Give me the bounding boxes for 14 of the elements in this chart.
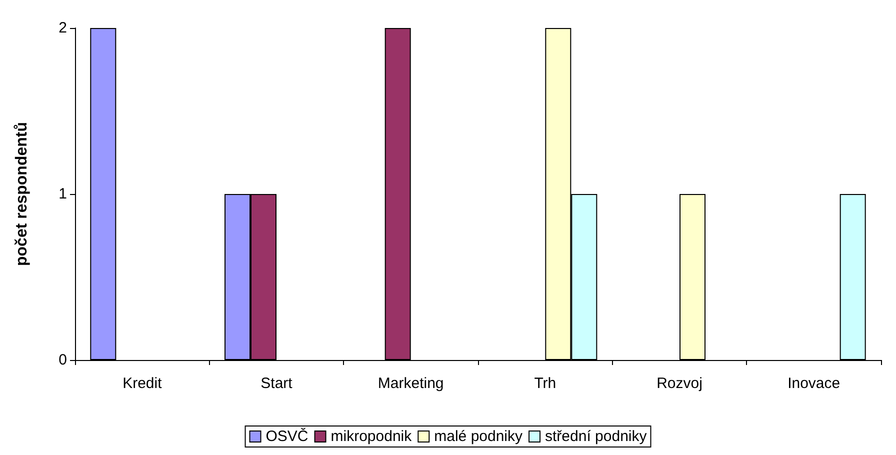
x-tick-label: Rozvoj [656, 375, 702, 392]
legend-label: střední podniky [545, 428, 648, 445]
x-tick-label: Trh [534, 375, 556, 392]
legend-label: malé podniky [434, 428, 524, 445]
y-axis-title: počet respondentů [14, 122, 30, 266]
x-tick-label: Marketing [378, 375, 444, 392]
x-tick-label: Inovace [788, 375, 840, 392]
x-tick-label: Kredit [122, 375, 163, 392]
legend-label: mikropodnik [330, 428, 412, 445]
y-tick-label: 2 [58, 20, 67, 36]
legend-label: OSVČ [266, 427, 308, 445]
y-tick-label: 1 [58, 186, 67, 202]
x-tick-label: Start [260, 375, 294, 392]
y-tick-label: 0 [58, 352, 67, 368]
